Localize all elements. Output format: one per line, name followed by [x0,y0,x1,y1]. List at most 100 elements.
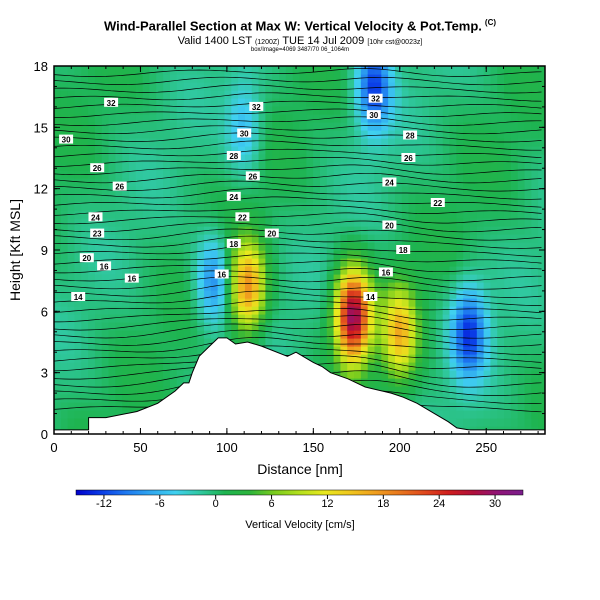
field-cell [204,314,212,323]
field-cell [279,82,287,91]
field-cell [279,346,287,355]
field-cell [476,202,485,211]
field-cell [169,162,178,171]
field-cell [531,178,539,187]
field-cell [244,178,253,187]
field-cell [374,74,382,83]
field-cell [135,130,144,139]
field-cell [442,130,451,139]
field-cell [122,402,130,411]
field-cell [483,194,492,203]
field-cell [510,202,519,211]
field-cell [422,98,430,107]
field-cell [538,266,545,275]
field-cell [422,362,430,371]
field-cell [429,266,437,275]
field-cell [497,218,505,227]
field-cell [81,386,89,395]
field-cell [510,242,519,251]
field-cell [292,274,301,283]
field-cell [88,314,96,323]
field-cell [497,298,505,307]
theta-contour [54,116,542,127]
field-cell [101,90,110,99]
field-cell [197,274,205,283]
field-cell [422,394,430,403]
field-cell [265,194,273,203]
field-cell [483,170,492,179]
field-cell [169,138,178,147]
field-cell [149,386,157,395]
field-cell [74,266,82,275]
field-cell [54,74,62,83]
field-cell [122,322,130,331]
field-cell [129,82,137,91]
field-cell [394,346,403,355]
field-cell [210,322,219,331]
field-cell [401,314,410,323]
field-cell [108,354,116,363]
field-cell [422,314,430,323]
field-cell [483,322,492,331]
field-cell [408,202,417,211]
theta-contour [54,92,542,102]
field-cell [122,314,130,323]
field-cell [231,250,239,259]
field-cell [517,322,526,331]
field-cell [313,354,321,363]
field-cell [94,274,103,283]
field-cell [292,202,301,211]
field-cell [190,82,198,91]
field-cell [299,178,307,187]
field-cell [258,162,266,171]
field-cell [408,370,417,379]
contour-label: 22 [235,212,250,222]
field-cell [381,314,389,323]
field-cell [88,74,96,83]
field-cell [101,378,110,387]
field-cell [381,154,389,163]
theta-contour [54,228,542,241]
field-cell [190,266,198,275]
field-cell [279,106,287,115]
field-cell [401,98,410,107]
field-cell [442,146,451,155]
field-cell [306,154,314,163]
field-cell [74,386,82,395]
field-cell [108,130,116,139]
field-cell [183,122,191,131]
field-cell [156,186,164,195]
field-cell [476,226,485,235]
field-cell [476,74,485,83]
field-cell [531,186,539,195]
field-cell [340,186,348,195]
field-cell [238,322,246,331]
field-cell [122,290,130,299]
field-cell [360,322,369,331]
contour-label: 24 [88,212,103,222]
field-cell [292,250,301,259]
field-cell [313,66,321,75]
field-cell [142,130,151,139]
field-cell [88,346,96,355]
field-cell [415,298,423,307]
field-cell [210,290,219,299]
field-cell [360,74,369,83]
field-cell [401,114,410,123]
field-cell [490,74,498,83]
field-cell [469,170,478,179]
field-cell [326,282,335,291]
field-cell [54,114,62,123]
field-cell [74,346,82,355]
field-cell [401,386,410,395]
field-cell [415,74,423,83]
field-cell [483,338,492,347]
field-cell [517,282,526,291]
field-cell [67,354,76,363]
field-cell [456,122,464,131]
contour-label-text: 22 [238,213,247,222]
field-cell [360,114,369,123]
field-cell [429,170,437,179]
field-cell [497,346,505,355]
field-cell [210,210,219,219]
